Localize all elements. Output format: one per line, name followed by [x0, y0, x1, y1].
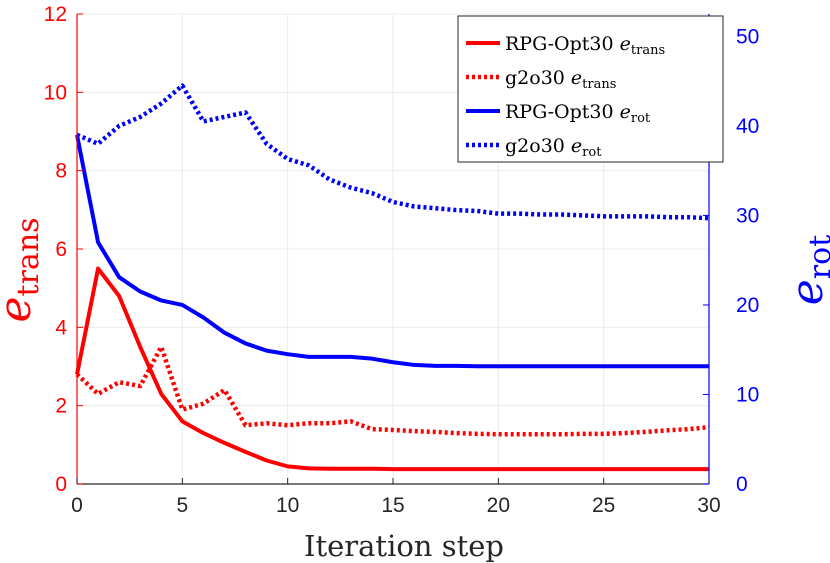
- y-right-tick-label: 50: [736, 25, 759, 48]
- x-tick-label: 15: [381, 494, 404, 517]
- axes: [76, 13, 710, 485]
- y-right-title-base: e: [782, 279, 830, 305]
- y-right-title-sub: rot: [803, 235, 830, 279]
- y-left-title-base: e: [0, 296, 41, 322]
- x-axis-title: Iteration step: [304, 529, 504, 563]
- x-tick-label: 25: [592, 494, 615, 517]
- y-left-tick-label: 6: [55, 238, 67, 261]
- x-tick-label: 0: [71, 494, 83, 517]
- series-lines: [75, 83, 710, 472]
- y-left-tick-label: 4: [55, 316, 67, 339]
- series-line-g2o30-rot: [76, 83, 710, 221]
- y-axis-right-title: erot: [782, 235, 830, 306]
- legend-label-g2o-rot: g2o30 erot: [505, 135, 602, 160]
- series-line-g2o30-trans: [75, 344, 710, 437]
- y-left-tick-label: 12: [44, 3, 67, 26]
- series-line-rpg-opt30-trans: [75, 266, 709, 472]
- series-line-rpg-opt30-rot: [75, 134, 709, 369]
- y-axis-left-title: etrans: [0, 217, 46, 322]
- y-left-tick-label: 2: [55, 395, 67, 418]
- legend: RPG-Opt30 etrans g2o30 etrans RPG-Opt30 …: [457, 15, 724, 163]
- x-tick-label: 5: [176, 494, 188, 517]
- legend-label-rpg-rot: RPG-Opt30 erot: [505, 101, 651, 126]
- x-tick-label: 10: [276, 494, 299, 517]
- x-tick-label: 30: [697, 494, 720, 517]
- legend-box: [457, 15, 724, 163]
- y-left-tick-label: 10: [44, 81, 67, 104]
- legend-label-g2o-trans: g2o30 etrans: [505, 67, 616, 92]
- y-right-tick-label: 0: [736, 473, 748, 496]
- y-right-tick-label: 40: [736, 115, 759, 138]
- tick-labels: 0 5 10 15 20 25 30 0 2 4 6 8 10 12 0 10 20 30 40 50: [44, 3, 760, 517]
- y-right-tick-label: 10: [736, 383, 759, 406]
- legend-label-rpg-trans: RPG-Opt30 etrans: [505, 33, 665, 58]
- x-tick-label: 20: [487, 494, 510, 517]
- y-right-tick-label: 30: [736, 204, 759, 227]
- y-right-tick-label: 20: [736, 294, 759, 317]
- y-left-tick-label: 0: [55, 473, 67, 496]
- y-left-title-sub: trans: [11, 217, 46, 296]
- y-left-tick-label: 8: [55, 160, 67, 183]
